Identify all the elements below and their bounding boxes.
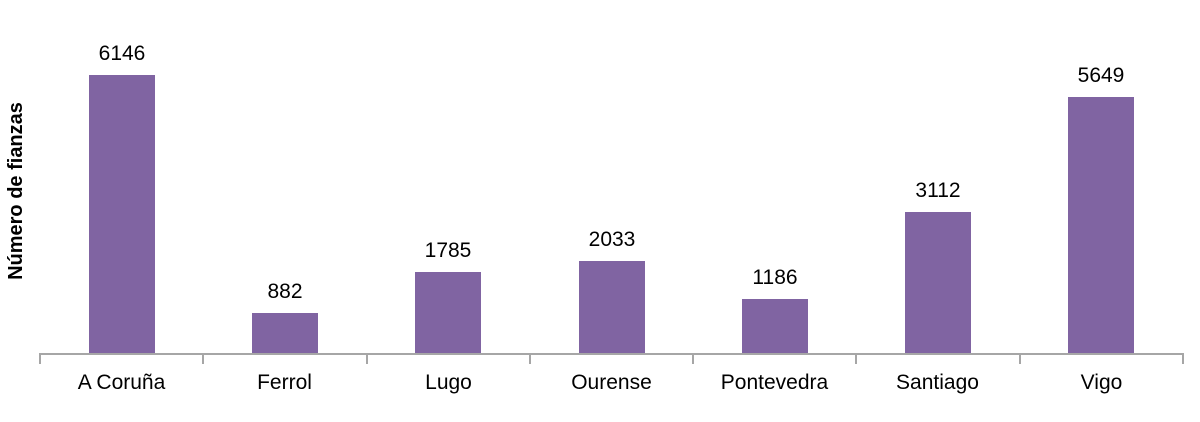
bar-value-label: 3112 xyxy=(915,179,961,202)
bar-value-label: 5649 xyxy=(1077,64,1125,87)
x-axis-line xyxy=(40,353,1183,355)
bar-value-label: 1785 xyxy=(424,239,472,262)
bar-value-label: 1186 xyxy=(752,266,798,289)
x-axis-tick xyxy=(1019,353,1021,364)
category-label: Lugo xyxy=(425,371,472,394)
bar-value-label: 6146 xyxy=(98,42,146,65)
bar-pontevedra xyxy=(742,299,808,353)
x-axis-tick xyxy=(692,353,694,364)
x-axis-tick xyxy=(529,353,531,364)
x-axis-tick xyxy=(39,353,41,364)
x-axis-tick xyxy=(202,353,204,364)
bar-ourense xyxy=(579,261,645,353)
bar-a-coruña xyxy=(89,75,155,353)
category-label: A Coruña xyxy=(77,371,166,394)
bar-value-label: 2033 xyxy=(588,228,636,251)
x-axis-tick xyxy=(1182,353,1184,364)
bar-value-label: 882 xyxy=(267,280,303,303)
y-axis-title: Número de fianzas xyxy=(5,102,27,280)
bar-lugo xyxy=(415,272,481,353)
category-label: Pontevedra xyxy=(720,371,829,394)
category-label: Santiago xyxy=(896,371,979,394)
category-label: Ferrol xyxy=(257,371,312,394)
bar-santiago xyxy=(905,212,971,353)
x-axis-tick xyxy=(855,353,857,364)
x-axis-tick xyxy=(366,353,368,364)
category-label: Vigo xyxy=(1080,371,1123,394)
bar-ferrol xyxy=(252,313,318,353)
bar-vigo xyxy=(1068,97,1134,353)
category-label: Ourense xyxy=(571,371,652,394)
